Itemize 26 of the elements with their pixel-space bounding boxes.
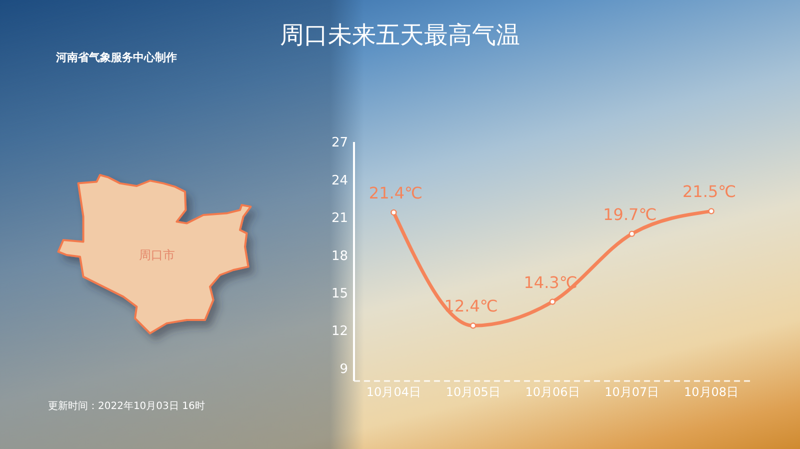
point xyxy=(390,209,397,216)
y-tick-label: 24 xyxy=(331,173,348,188)
y-tick-label: 21 xyxy=(331,211,348,226)
y-tick-label: 27 xyxy=(331,136,348,151)
x-tick-label: 10月07日 xyxy=(604,385,660,399)
text: 河南省气象服务中心制作 xyxy=(55,51,177,64)
point xyxy=(470,322,476,329)
text: 更新时间：2022年10月03日 16时 xyxy=(48,400,205,412)
y-tick-label: 9 xyxy=(340,362,348,377)
text: 周口市 xyxy=(139,248,175,262)
data-label: 19.7℃ xyxy=(603,204,657,224)
data-label: 14.3℃ xyxy=(524,272,578,292)
data-label: 21.4℃ xyxy=(368,183,422,202)
point xyxy=(628,230,635,237)
point xyxy=(549,298,556,305)
y-tick-label: 12 xyxy=(331,324,348,340)
chart-title: 周口未来五天最高气温 xyxy=(280,21,520,49)
data-label: 21.5℃ xyxy=(682,182,736,202)
y-tick-label: 18 xyxy=(331,248,348,264)
x-tick-label: 10月06日 xyxy=(525,385,580,399)
data-label: 12.4℃ xyxy=(444,296,498,316)
point xyxy=(708,208,714,214)
x-tick-label: 10月04日 xyxy=(366,385,421,399)
y-tick-label: 15 xyxy=(331,286,348,302)
x-tick-label: 10月08日 xyxy=(684,385,739,399)
x-tick-label: 10月05日 xyxy=(446,385,500,399)
